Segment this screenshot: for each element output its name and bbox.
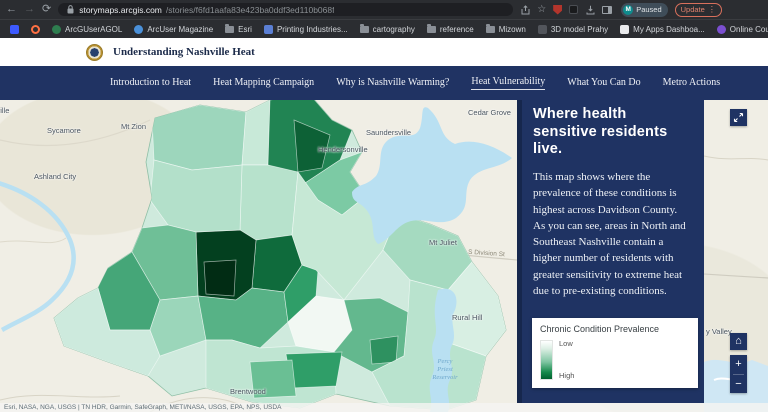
panel-body: This map shows where the prevalence of t… bbox=[533, 171, 686, 297]
address-bar[interactable]: storymaps.arcgis.com/stories/f6fd1aafa83… bbox=[58, 3, 514, 16]
map-label-valley: y Valley bbox=[706, 327, 732, 336]
map-label-ertsville: ertsville bbox=[0, 106, 10, 115]
metro-nashville-seal-icon bbox=[86, 43, 103, 61]
folder-icon bbox=[225, 23, 235, 33]
folder-icon bbox=[485, 23, 495, 33]
home-extent-button[interactable]: ⌂ bbox=[730, 333, 747, 350]
adblock-shield-icon[interactable] bbox=[553, 4, 563, 15]
tab-what-you-can-do[interactable]: What You Can Do bbox=[567, 76, 641, 88]
legend-gradient-bar bbox=[540, 340, 553, 380]
bookmark-cartography[interactable]: cartography bbox=[359, 23, 415, 34]
url-host: storymaps.arcgis.com bbox=[79, 4, 162, 15]
reload-icon[interactable]: ⟳ bbox=[42, 3, 52, 15]
extension-pin-icon[interactable] bbox=[569, 5, 579, 14]
menu-kebab-icon: ⋮ bbox=[707, 5, 716, 14]
zoom-in-button[interactable]: + bbox=[735, 358, 742, 371]
choropleth-map bbox=[0, 100, 768, 412]
avatar: M bbox=[623, 4, 634, 15]
tab-why-is-nashville-warming[interactable]: Why is Nashville Warming? bbox=[336, 76, 450, 88]
tab-heat-vulnerability[interactable]: Heat Vulnerability bbox=[471, 76, 546, 90]
share-icon[interactable] bbox=[520, 4, 530, 15]
legend-low-label: Low bbox=[559, 339, 573, 348]
panel-heading: Where health sensitive residents live. bbox=[533, 106, 668, 158]
map-label-ashland-city: Ashland City bbox=[34, 172, 77, 181]
profile-pill[interactable]: M Paused bbox=[621, 2, 668, 17]
map-label-sycamore: Sycamore bbox=[47, 126, 81, 135]
bookmarks-bar: ArcGUserAGOL ArcUser Magazine Esri Print… bbox=[0, 19, 768, 38]
map-label-rural-hill: Rural Hill bbox=[452, 313, 483, 322]
tab-metro-actions[interactable]: Metro Actions bbox=[662, 76, 721, 88]
page-title: Understanding Nashville Heat bbox=[113, 46, 255, 58]
orange-favicon[interactable] bbox=[31, 24, 40, 34]
app-favicon[interactable] bbox=[10, 24, 19, 34]
tab-introduction-to-heat[interactable]: Introduction to Heat bbox=[110, 76, 192, 88]
bookmark-mizown[interactable]: Mizown bbox=[485, 23, 526, 34]
bookmark-3d-model-prahy[interactable]: 3D model Prahy bbox=[537, 24, 608, 34]
url-path: /stories/f6fd1aafa83e423ba0ddf3ed110b068… bbox=[165, 4, 335, 15]
bookmark-esri[interactable]: Esri bbox=[225, 23, 252, 34]
map-label-mt-zion: Mt Zion bbox=[121, 122, 147, 131]
bookmark-star-icon[interactable]: ☆ bbox=[537, 4, 547, 15]
folder-icon bbox=[426, 23, 436, 33]
expand-map-button[interactable] bbox=[730, 109, 747, 126]
expand-arrows-icon bbox=[733, 112, 744, 123]
bookmark-reference[interactable]: reference bbox=[426, 23, 474, 34]
narrative-panel: Where health sensitive residents live. T… bbox=[517, 100, 704, 403]
forward-icon[interactable]: → bbox=[24, 3, 35, 15]
profile-status: Paused bbox=[636, 5, 662, 14]
browser-toolbar: ← → ⟳ storymaps.arcgis.com/stories/f6fd1… bbox=[0, 0, 768, 19]
side-panel-icon[interactable] bbox=[602, 5, 613, 14]
update-label: Update bbox=[680, 5, 705, 14]
downloads-icon[interactable] bbox=[585, 5, 595, 15]
bookmark-my-apps-dashboard[interactable]: My Apps Dashboa... bbox=[620, 24, 705, 34]
back-icon[interactable]: ← bbox=[6, 3, 17, 15]
bookmark-arcgisuser[interactable]: ArcGUserAGOL bbox=[52, 24, 122, 34]
legend-high-label: High bbox=[559, 371, 575, 380]
story-header: Understanding Nashville Heat bbox=[0, 38, 768, 66]
lock-icon bbox=[65, 5, 75, 15]
bookmark-online-courses[interactable]: Online Courses -... bbox=[716, 24, 768, 34]
zoom-out-button[interactable]: − bbox=[735, 377, 742, 390]
zoom-divider bbox=[733, 373, 744, 375]
bookmark-arcuser-magazine[interactable]: ArcUser Magazine bbox=[134, 24, 213, 34]
map-label-brentwood: Brentwood bbox=[230, 387, 266, 396]
map-attribution: Esri, NASA, NGA, USGS | TN HDR, Garmin, … bbox=[0, 403, 768, 412]
story-nav: Introduction to Heat Heat Mapping Campai… bbox=[0, 66, 768, 100]
tab-heat-mapping-campaign[interactable]: Heat Mapping Campaign bbox=[213, 76, 315, 88]
map-label-hendersonville: Hendersonville bbox=[318, 145, 368, 154]
home-icon: ⌂ bbox=[735, 335, 742, 347]
map-label-saundersville: Saundersville bbox=[366, 128, 412, 137]
zoom-controls: + − bbox=[730, 355, 747, 393]
map-label-percy-priest-reservoir: Percy Priest Reservoir bbox=[432, 358, 458, 382]
map-label-mt-juliet: Mt Juliet bbox=[429, 238, 457, 247]
map-legend: Chronic Condition Prevalence Low High bbox=[532, 318, 698, 388]
update-button[interactable]: Update ⋮ bbox=[674, 2, 722, 17]
folder-icon bbox=[359, 23, 369, 33]
legend-title: Chronic Condition Prevalence bbox=[540, 324, 660, 334]
bookmark-printing-industries[interactable]: Printing Industries... bbox=[263, 24, 348, 34]
map-canvas[interactable]: ertsville Sycamore Mt Zion Ashland City … bbox=[0, 100, 768, 412]
map-label-cedar-grove: Cedar Grove bbox=[468, 108, 511, 117]
